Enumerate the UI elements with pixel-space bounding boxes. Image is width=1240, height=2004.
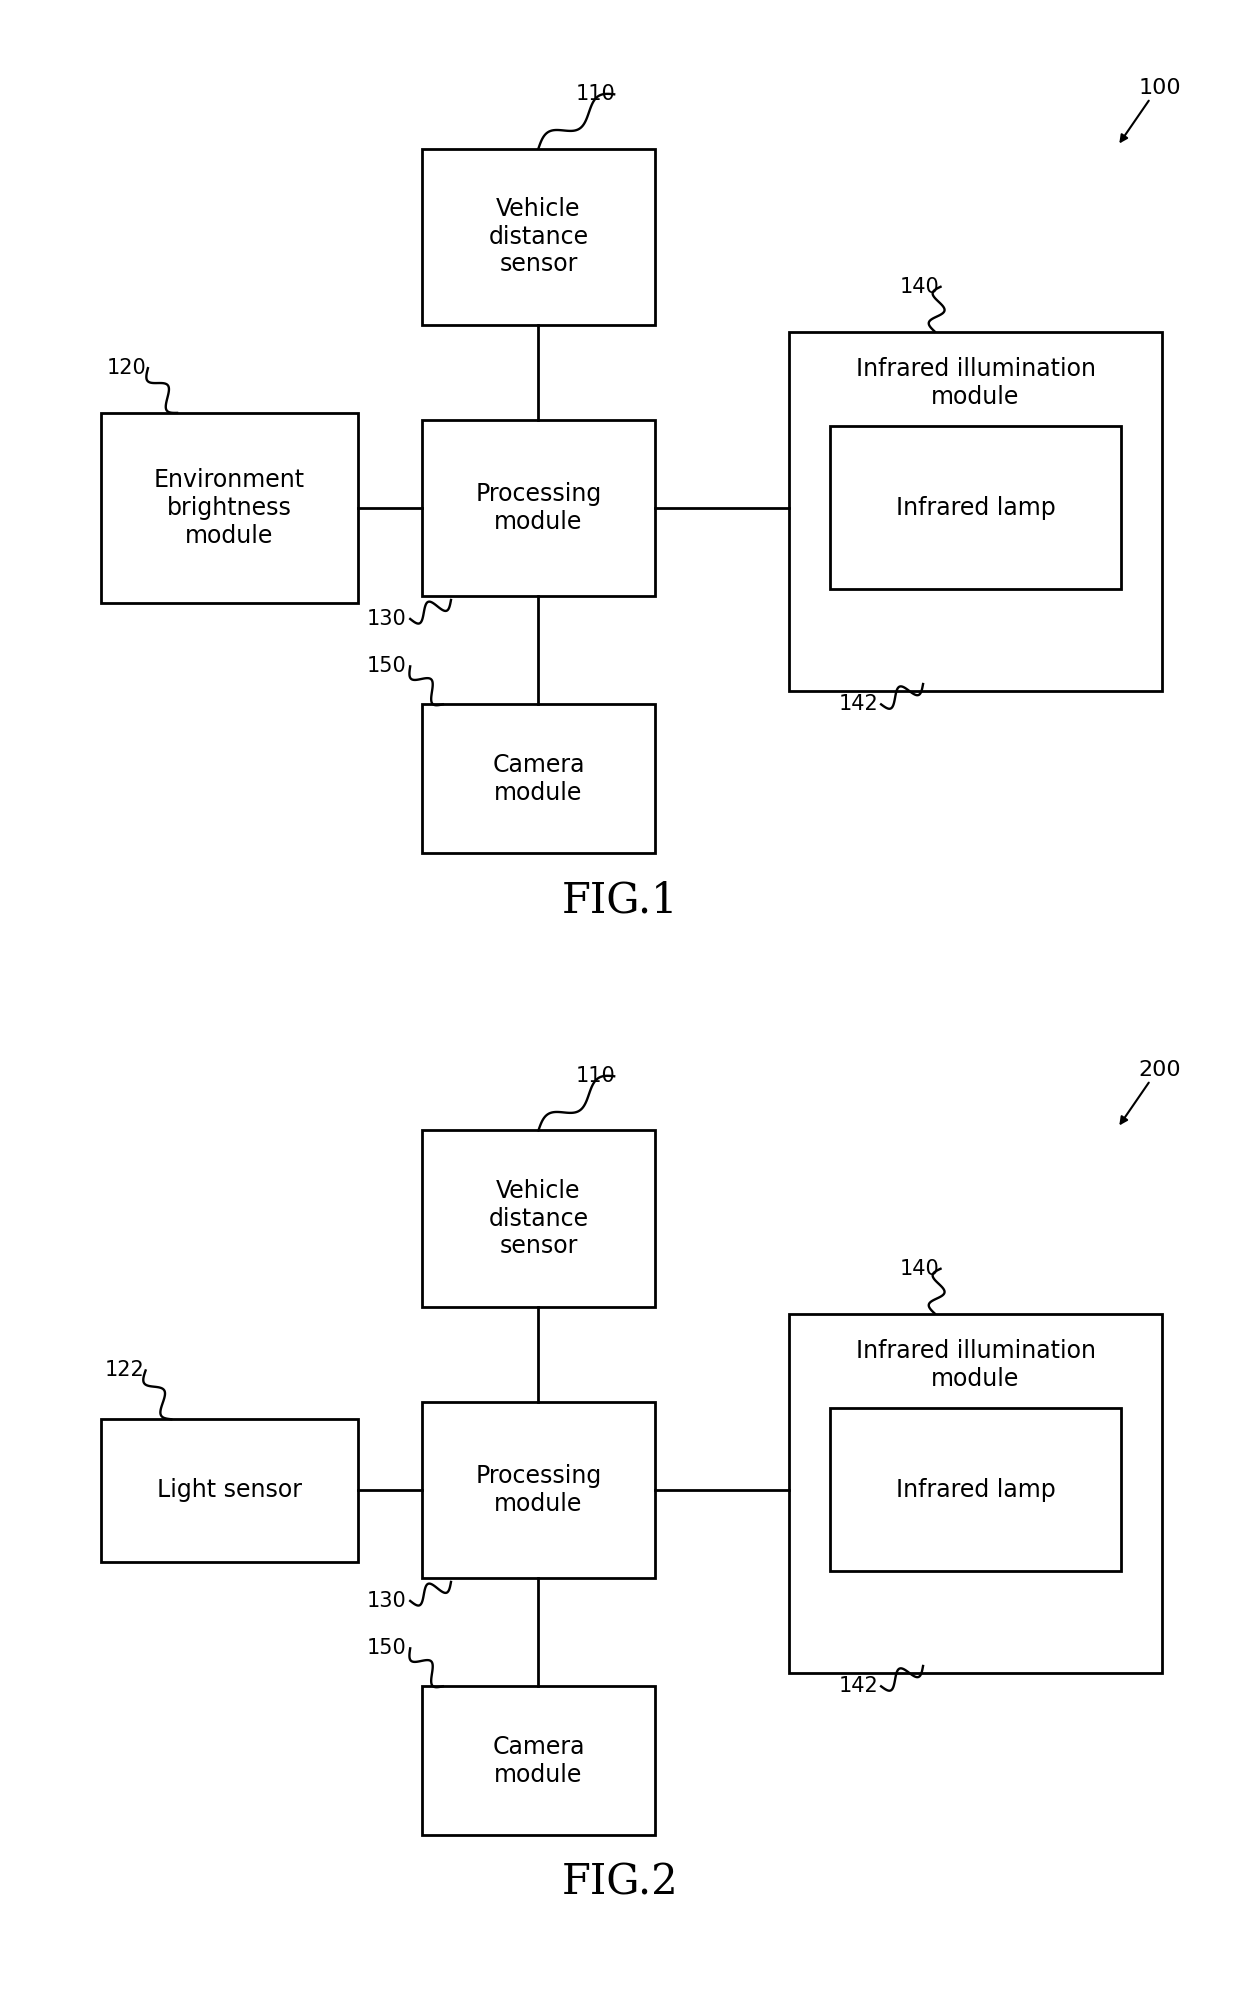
Text: Camera
module: Camera module xyxy=(492,754,584,806)
Text: Camera
module: Camera module xyxy=(492,1735,584,1788)
Text: 140: 140 xyxy=(900,1259,940,1279)
Text: 130: 130 xyxy=(367,609,407,629)
Bar xyxy=(789,1313,1162,1673)
Bar xyxy=(422,419,655,595)
Bar xyxy=(102,413,358,603)
Text: Infrared illumination
module: Infrared illumination module xyxy=(856,1339,1095,1391)
Text: 140: 140 xyxy=(900,277,940,297)
Bar xyxy=(422,703,655,854)
Bar xyxy=(422,148,655,325)
Text: Infrared lamp: Infrared lamp xyxy=(895,1477,1055,1501)
Bar xyxy=(830,427,1121,589)
Text: Processing
module: Processing module xyxy=(475,1463,601,1515)
Bar xyxy=(422,1685,655,1836)
Text: FIG.2: FIG.2 xyxy=(562,1862,678,1904)
Bar xyxy=(422,1401,655,1577)
Text: Environment
brightness
module: Environment brightness module xyxy=(154,469,305,547)
Text: 142: 142 xyxy=(839,693,879,713)
Bar xyxy=(102,1419,358,1561)
Text: FIG.1: FIG.1 xyxy=(562,880,678,922)
Text: Light sensor: Light sensor xyxy=(157,1479,303,1503)
Bar xyxy=(422,1130,655,1307)
Text: Infrared illumination
module: Infrared illumination module xyxy=(856,357,1095,409)
Text: Infrared lamp: Infrared lamp xyxy=(895,495,1055,519)
Text: 120: 120 xyxy=(107,359,146,379)
Text: Vehicle
distance
sensor: Vehicle distance sensor xyxy=(489,1178,589,1259)
Text: 110: 110 xyxy=(575,1066,615,1086)
Text: Vehicle
distance
sensor: Vehicle distance sensor xyxy=(489,196,589,277)
Text: 110: 110 xyxy=(575,84,615,104)
Text: 150: 150 xyxy=(367,1639,407,1659)
Text: Processing
module: Processing module xyxy=(475,481,601,533)
Bar xyxy=(830,1409,1121,1571)
Text: 150: 150 xyxy=(367,657,407,677)
Text: 142: 142 xyxy=(839,1675,879,1695)
Bar xyxy=(789,331,1162,691)
Text: 130: 130 xyxy=(367,1591,407,1611)
Text: 100: 100 xyxy=(1138,78,1182,98)
Text: 200: 200 xyxy=(1138,1060,1182,1080)
Text: 122: 122 xyxy=(105,1361,145,1381)
